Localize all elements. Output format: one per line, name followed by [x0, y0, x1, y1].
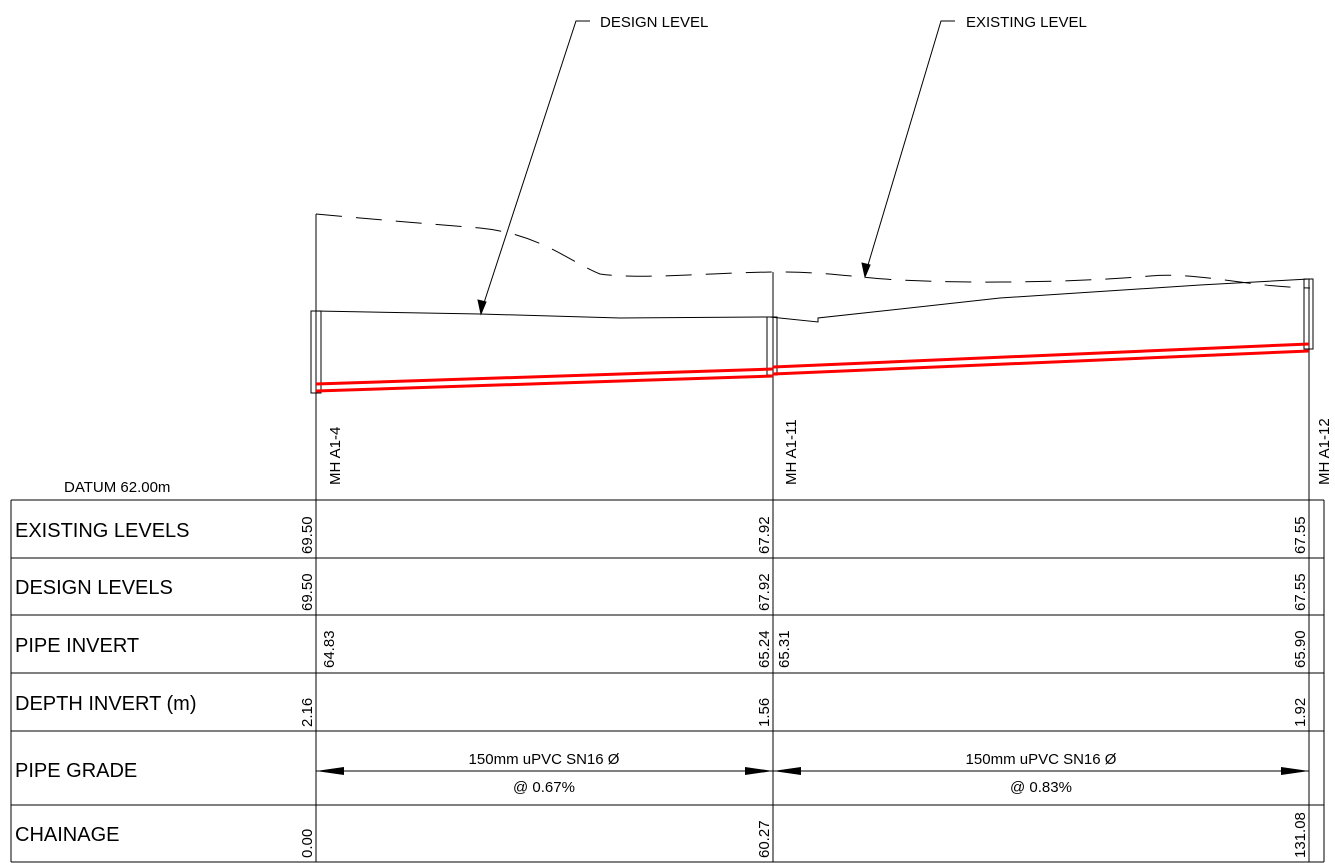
existing-level-callout [862, 21, 955, 277]
row-label-existing-levels: EXISTING LEVELS [15, 520, 190, 542]
pipe-invert-value: 64.83 [321, 630, 338, 668]
design-level-line [316, 279, 1309, 322]
depth-invert-value: 2.16 [299, 698, 316, 727]
chainage-value: 0.00 [299, 829, 316, 858]
pipe-grade-percent: @ 0.83% [1010, 779, 1072, 796]
pipe-invert-value: 65.90 [1292, 630, 1309, 668]
design-level-value: 69.50 [299, 573, 316, 611]
existing-level-callout-label: EXISTING LEVEL [966, 14, 1087, 31]
row-label-pipe-grade: PIPE GRADE [15, 760, 137, 782]
chainage-value: 131.08 [1292, 812, 1309, 858]
pipe-grade-dimension-2 [773, 767, 1309, 775]
depth-invert-value: 1.92 [1292, 698, 1309, 727]
row-label-design-levels: DESIGN LEVELS [15, 577, 173, 599]
row-label-depth-invert: DEPTH INVERT (m) [15, 693, 197, 715]
manhole-verticals [316, 214, 1309, 805]
manhole-boxes [311, 279, 1313, 393]
pipe-segments [316, 344, 1309, 391]
row-label-chainage: CHAINAGE [15, 824, 119, 846]
manhole-label-mh-a1-12: MH A1-12 [1316, 418, 1333, 485]
manhole-label-mh-a1-4: MH A1-4 [327, 427, 344, 485]
existing-level-line [316, 214, 1310, 288]
row-label-pipe-invert: PIPE INVERT [15, 635, 139, 657]
pipe-invert-value: 65.31 [776, 630, 793, 668]
pipe-grade-pipe-spec: 150mm uPVC SN16 Ø [966, 751, 1117, 768]
chainage-value: 60.27 [756, 820, 773, 858]
pipe-grade-percent: @ 0.67% [513, 779, 575, 796]
table-grid [11, 500, 1324, 862]
existing-level-value: 69.50 [299, 516, 316, 554]
design-level-callout [478, 21, 590, 314]
design-level-value: 67.55 [1292, 573, 1309, 611]
pipe-invert-value: 65.24 [756, 630, 773, 668]
datum-label: DATUM 62.00m [64, 479, 170, 496]
depth-invert-value: 1.56 [756, 698, 773, 727]
design-level-value: 67.92 [756, 573, 773, 611]
design-level-callout-label: DESIGN LEVEL [600, 14, 708, 31]
pipe-grade-dimension-1 [316, 767, 773, 775]
existing-level-value: 67.55 [1292, 516, 1309, 554]
pipe-grade-pipe-spec: 150mm uPVC SN16 Ø [469, 751, 620, 768]
manhole-label-mh-a1-11: MH A1-11 [783, 419, 800, 485]
existing-level-value: 67.92 [756, 516, 773, 554]
